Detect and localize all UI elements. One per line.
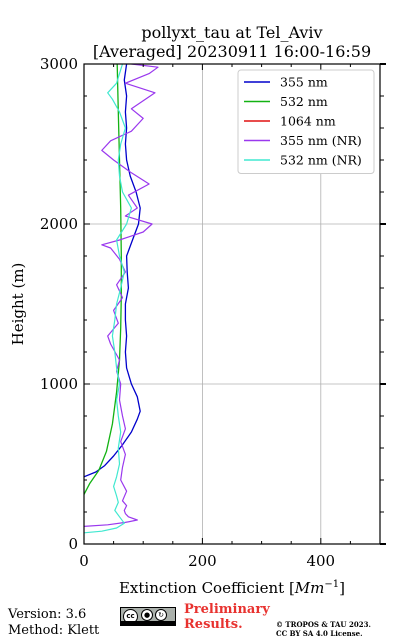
chart-title: pollyxt_tau at Tel_Aviv: [141, 23, 322, 42]
y-tick-label-2: 2000: [40, 215, 78, 233]
cc-badge-strip: [121, 621, 175, 625]
y-tick-label-3: 3000: [40, 55, 78, 73]
series-line-4: [84, 64, 132, 534]
legend-label-0: 355 nm: [280, 75, 328, 90]
legend-label-3: 355 nm (NR): [280, 133, 362, 148]
preliminary-line-1: Preliminary: [184, 602, 270, 617]
x-axis-label-unit-exp: −1: [324, 579, 339, 590]
extinction-profile-chart: pollyxt_tau at Tel_Aviv [Averaged] 20230…: [9, 23, 386, 597]
y-tick-label-1: 1000: [40, 375, 78, 393]
legend-label-4: 532 nm (NR): [280, 153, 362, 168]
series-line-3: [84, 64, 159, 527]
chart-subtitle: [Averaged] 20230911 16:00-16:59: [93, 42, 371, 61]
method-text: Method: Klett: [8, 623, 100, 638]
sa-icon: ↻: [155, 609, 167, 621]
by-icon: ●: [141, 609, 153, 621]
y-axis-label: Height (m): [9, 263, 27, 346]
version-text: Version: 3.6: [8, 607, 87, 622]
series-group: [84, 64, 159, 534]
legend-label-1: 532 nm: [280, 94, 328, 109]
legend-label-2: 1064 nm: [280, 114, 336, 129]
copyright-line-2: CC BY SA 4.0 License.: [276, 629, 363, 638]
legend: 355 nm 532 nm 1064 nm 355 nm (NR) 532 nm (NR…: [237, 69, 375, 174]
cc-license-badge: cc ● ↻: [120, 607, 176, 626]
copyright-line-1: © TROPOS & TAU 2023.: [276, 620, 371, 629]
x-tick-label-2: 400: [306, 552, 335, 570]
series-line-1: [84, 64, 122, 495]
y-tick-label-0: 0: [68, 535, 78, 553]
x-tick-label-1: 200: [188, 552, 217, 570]
x-axis-label-unit: Mm: [294, 579, 325, 597]
x-axis-label-text: Extinction Coefficient: [119, 579, 284, 597]
preliminary-results-note: Preliminary Results.: [184, 602, 270, 632]
x-tick-label-0: 0: [79, 552, 89, 570]
x-axis-label: Extinction Coefficient [Mm−1]: [119, 579, 345, 597]
series-line-0: [84, 64, 141, 478]
legend-box: [237, 69, 375, 174]
preliminary-line-2: Results.: [184, 617, 243, 632]
copyright-note: © TROPOS & TAU 2023. CC BY SA 4.0 Licens…: [276, 620, 371, 638]
